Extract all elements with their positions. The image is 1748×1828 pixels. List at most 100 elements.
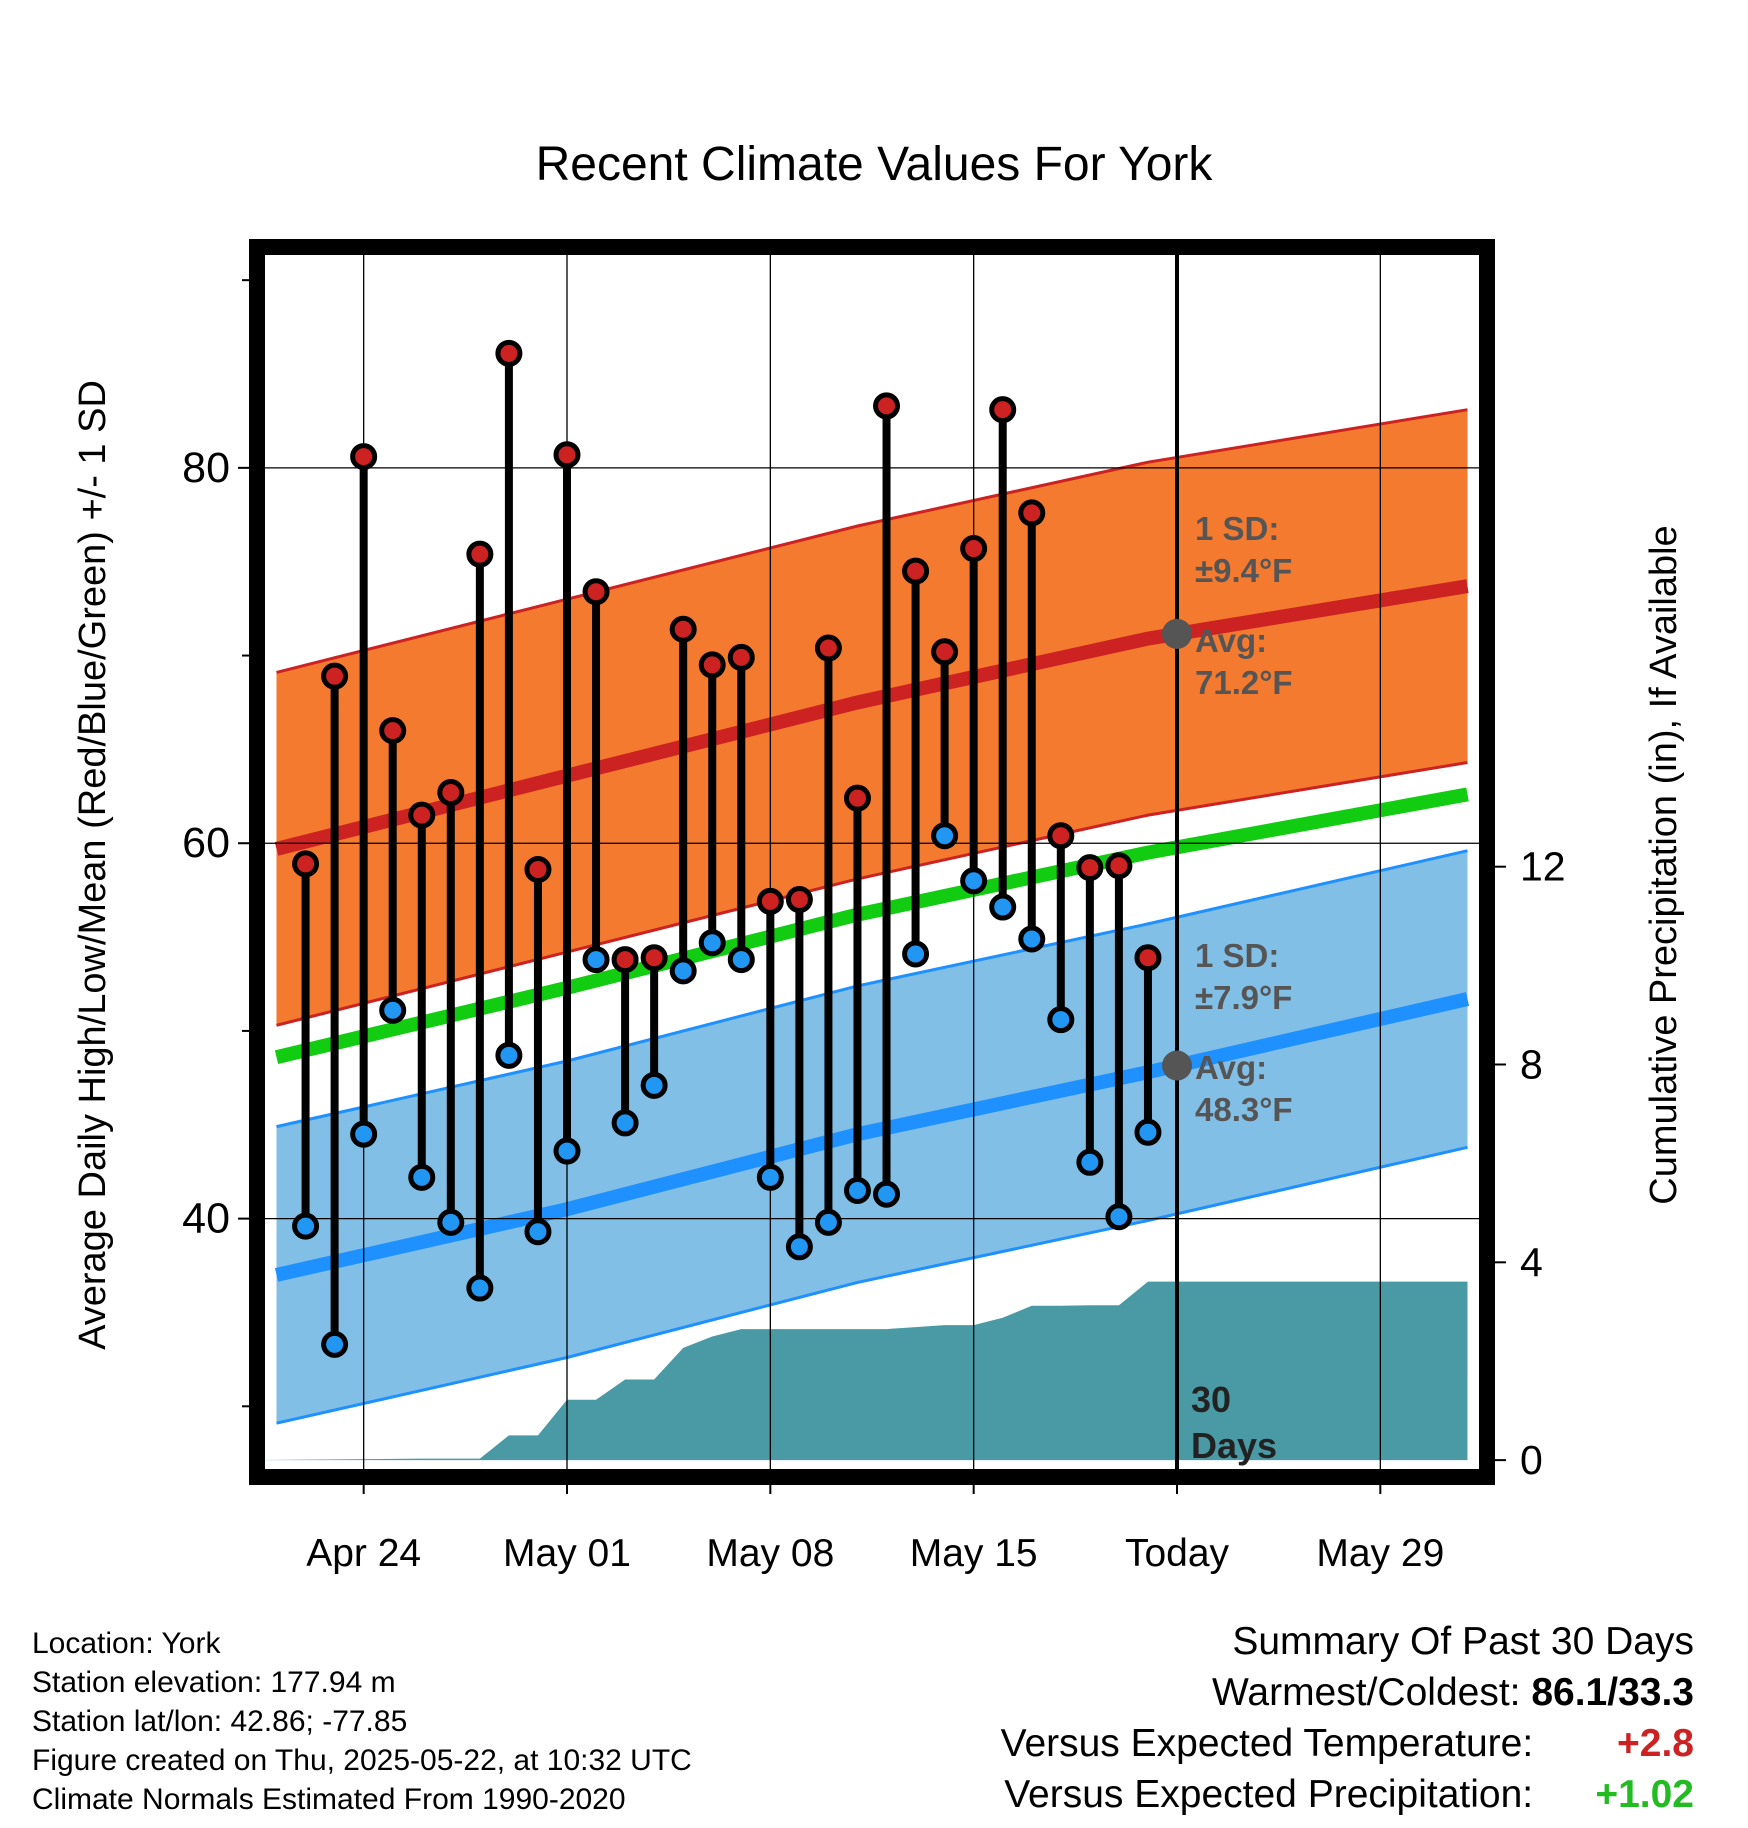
low-avg-label: Avg:: [1195, 1049, 1267, 1086]
low-point: [611, 1109, 639, 1137]
y2-tick-label: 4: [1520, 1239, 1543, 1285]
high-point: [698, 651, 726, 679]
high-point: [640, 944, 668, 972]
window-label-unit: Days: [1191, 1425, 1277, 1466]
low-point: [902, 940, 930, 968]
precip-label: Versus Expected Precipitation:: [1004, 1773, 1534, 1816]
low-point: [873, 1180, 901, 1208]
low-point: [466, 1274, 494, 1302]
latlon-text: Station lat/lon: 42.86; -77.85: [32, 1705, 408, 1738]
high-point: [611, 946, 639, 974]
temp-value: +2.8: [1617, 1722, 1694, 1765]
y-tick-label: 80: [182, 444, 230, 492]
x-tick-label: May 08: [706, 1532, 834, 1575]
low-avg-value: 48.3°F: [1195, 1091, 1293, 1128]
created-text: Figure created on Thu, 2025-05-22, at 10…: [32, 1744, 692, 1777]
low-point: [292, 1212, 320, 1240]
x-tick-label: May 15: [910, 1532, 1038, 1575]
low-point: [931, 822, 959, 850]
low-point: [814, 1208, 842, 1236]
high-point: [814, 634, 842, 662]
precip-area: [262, 1281, 1468, 1461]
y2-tick-label: 8: [1520, 1042, 1543, 1088]
low-point: [1018, 925, 1046, 953]
observed-series: [292, 339, 1162, 1358]
y-tick-label: 40: [182, 1195, 230, 1243]
plot-area: 1 SD: ±9.4°F Avg: 71.2°F 1 SD: ±7.9°F Avg: 48.3…: [262, 252, 1482, 1472]
high-sd-value: ±9.4°F: [1195, 552, 1292, 589]
y2-tick-label: 0: [1520, 1437, 1543, 1483]
summary-panel: Summary Of Past 30 Days Warmest/Coldest:…: [1001, 1616, 1694, 1820]
high-point: [466, 540, 494, 568]
high-point: [292, 850, 320, 878]
low-point: [1105, 1203, 1133, 1231]
normals-text: Climate Normals Estimated From 1990-2020: [32, 1783, 626, 1816]
elevation-text: Station elevation: 177.94 m: [32, 1666, 396, 1699]
high-point: [408, 801, 436, 829]
low-point: [1076, 1148, 1104, 1176]
high-point: [989, 396, 1017, 424]
high-point: [931, 638, 959, 666]
high-sd-band-fill: [276, 409, 1468, 1026]
high-avg-label: Avg:: [1195, 622, 1267, 659]
low-sd-label: 1 SD:: [1195, 937, 1279, 974]
low-point: [524, 1218, 552, 1246]
high-point: [321, 662, 349, 690]
low-point: [350, 1120, 378, 1148]
x-tick-label: May 01: [503, 1532, 631, 1575]
high-point: [1105, 852, 1133, 880]
y-tick-label: 60: [182, 819, 230, 867]
high-avg-value: 71.2°F: [1195, 664, 1293, 701]
low-point: [437, 1208, 465, 1236]
low-point: [1134, 1118, 1162, 1146]
high-point: [1134, 944, 1162, 972]
high-point: [1018, 499, 1046, 527]
high-point: [843, 784, 871, 812]
summary-temp: Versus Expected Temperature: +2.8: [1001, 1718, 1694, 1769]
x-tick-label: Apr 24: [306, 1532, 421, 1575]
high-point: [350, 443, 378, 471]
low-point: [553, 1137, 581, 1165]
low-point: [785, 1233, 813, 1261]
x-tick-label: May 29: [1316, 1532, 1444, 1575]
window-label-number: 30: [1191, 1379, 1231, 1420]
low-point: [640, 1071, 668, 1099]
y-axis-label: Average Daily High/Low/Mean (Red/Blue/Gr…: [72, 380, 114, 1350]
high-sd-band-upper-edge: [276, 408, 1468, 674]
low-sd-value: ±7.9°F: [1195, 979, 1292, 1016]
high-point: [902, 557, 930, 585]
y2-axis-label: Cumulative Precipitation (in), If Availa…: [1643, 525, 1685, 1204]
high-point: [960, 535, 988, 563]
high-point: [756, 887, 784, 915]
high-sd-label: 1 SD:: [1195, 510, 1279, 547]
high-point: [437, 779, 465, 807]
low-point: [960, 867, 988, 895]
low-point: [1047, 1006, 1075, 1034]
high-point: [785, 886, 813, 914]
temp-label: Versus Expected Temperature:: [1000, 1722, 1534, 1765]
plot-frame: [249, 239, 1495, 1485]
high-point: [1076, 854, 1104, 882]
low-point: [582, 946, 610, 974]
today-avg-low-point: [1162, 1050, 1192, 1081]
low-point: [669, 957, 697, 985]
high-point: [873, 392, 901, 420]
high-point: [1047, 822, 1075, 850]
location-text: Location: York: [32, 1627, 221, 1660]
summary-precip: Versus Expected Precipitation: +1.02: [1001, 1769, 1694, 1820]
high-point: [495, 339, 523, 367]
warm-cold-label: Warmest/Coldest:: [1212, 1671, 1521, 1714]
low-point: [321, 1330, 349, 1358]
low-point: [698, 929, 726, 957]
x-axis-label: Day: [839, 1599, 909, 1600]
low-point: [989, 893, 1017, 921]
warm-cold-value: 86.1/33.3: [1531, 1671, 1694, 1714]
summary-title: Summary Of Past 30 Days: [1232, 1620, 1694, 1663]
axes: Apr 24 May 01 May 08 May 15 Today May 2940608…: [182, 279, 1566, 1575]
avg-high-line: [274, 579, 1469, 856]
summary-warm-cold: Warmest/Coldest: 86.1/33.3: [1001, 1667, 1694, 1718]
low-point: [495, 1041, 523, 1069]
high-point: [669, 615, 697, 643]
high-point: [524, 856, 552, 884]
low-sd-band-lower-edge: [276, 1145, 1468, 1425]
